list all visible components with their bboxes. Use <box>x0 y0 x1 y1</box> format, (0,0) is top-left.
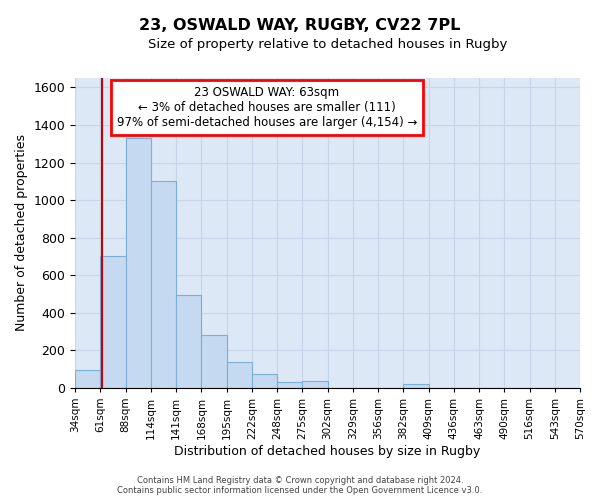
Bar <box>403 384 428 388</box>
Text: Contains HM Land Registry data © Crown copyright and database right 2024.
Contai: Contains HM Land Registry data © Crown c… <box>118 476 482 495</box>
Y-axis label: Number of detached properties: Number of detached properties <box>15 134 28 332</box>
Bar <box>151 182 176 388</box>
Bar <box>252 374 277 388</box>
Bar <box>202 335 227 388</box>
Bar <box>75 370 100 388</box>
Bar <box>277 382 302 388</box>
Bar <box>227 362 252 388</box>
Text: 23 OSWALD WAY: 63sqm
← 3% of detached houses are smaller (111)
97% of semi-detac: 23 OSWALD WAY: 63sqm ← 3% of detached ho… <box>117 86 417 129</box>
Bar <box>176 295 202 388</box>
Bar <box>125 138 151 388</box>
X-axis label: Distribution of detached houses by size in Rugby: Distribution of detached houses by size … <box>175 444 481 458</box>
Bar <box>100 256 125 388</box>
Title: Size of property relative to detached houses in Rugby: Size of property relative to detached ho… <box>148 38 507 51</box>
Bar <box>302 381 328 388</box>
Text: 23, OSWALD WAY, RUGBY, CV22 7PL: 23, OSWALD WAY, RUGBY, CV22 7PL <box>139 18 461 32</box>
